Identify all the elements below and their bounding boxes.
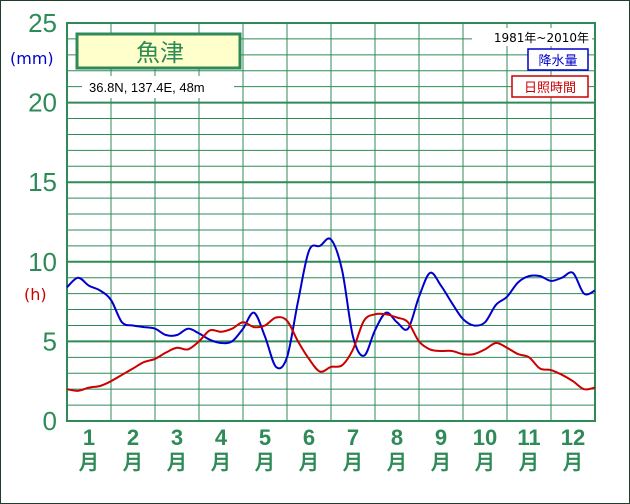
y-tick-label: 5 (43, 326, 57, 356)
x-tick-label: 8 (391, 425, 403, 450)
y-tick-label: 10 (28, 247, 57, 277)
period-label-bg (472, 28, 592, 46)
x-tick-label: 月 (562, 450, 583, 474)
legend-sunshine-label: 日照時間 (524, 81, 576, 96)
x-tick-label: 12 (561, 425, 585, 450)
sunshine-line (66, 312, 596, 392)
x-tick-label: 3 (171, 425, 183, 450)
y-tick-label: 25 (28, 8, 57, 38)
x-tick-label: 4 (215, 425, 228, 450)
station-location: 36.8N, 137.4E, 48m (89, 80, 205, 95)
plot-border (66, 22, 596, 422)
x-tick-label: 月 (254, 450, 275, 474)
x-tick-label: 月 (78, 450, 99, 474)
y-tick-label: 0 (43, 406, 57, 436)
legend-precip-box (527, 48, 589, 71)
sunshine-unit-label: (h) (24, 285, 47, 304)
x-tick-label: 月 (474, 450, 495, 474)
series-lines (66, 237, 596, 392)
x-tick-label: 月 (518, 450, 539, 474)
x-tick-label: 月 (210, 450, 231, 474)
x-tick-label: 月 (122, 450, 143, 474)
legend-sunshine-box (511, 75, 589, 98)
x-tick-label: 5 (259, 425, 271, 450)
x-tick-label: 11 (517, 425, 540, 450)
period-label: 1981年~2010年 (494, 31, 589, 45)
y-tick-label: 15 (28, 167, 57, 197)
x-tick-label: 9 (435, 425, 447, 450)
station-name-box (75, 32, 242, 70)
x-tick-label: 月 (386, 450, 407, 474)
x-tick-label: 月 (166, 450, 187, 474)
station-name: 魚津 (136, 39, 184, 67)
precip-line (66, 237, 596, 370)
x-tick-label: 1 (83, 425, 95, 450)
x-tick-label: 10 (473, 425, 497, 450)
location-label-bg (82, 76, 234, 98)
y-tick-label: 20 (28, 88, 57, 118)
x-tick-label: 月 (298, 450, 319, 474)
x-tick-label: 月 (430, 450, 451, 474)
x-tick-label: 2 (127, 425, 139, 450)
x-tick-label: 7 (347, 425, 359, 450)
y-axis-ticks: 0 5 10 15 20 25 (28, 8, 57, 436)
precip-unit-label: (mm) (10, 49, 54, 68)
x-tick-label: 月 (342, 450, 363, 474)
x-tick-label: 6 (303, 425, 315, 450)
legend-precip-label: 降水量 (538, 54, 577, 69)
